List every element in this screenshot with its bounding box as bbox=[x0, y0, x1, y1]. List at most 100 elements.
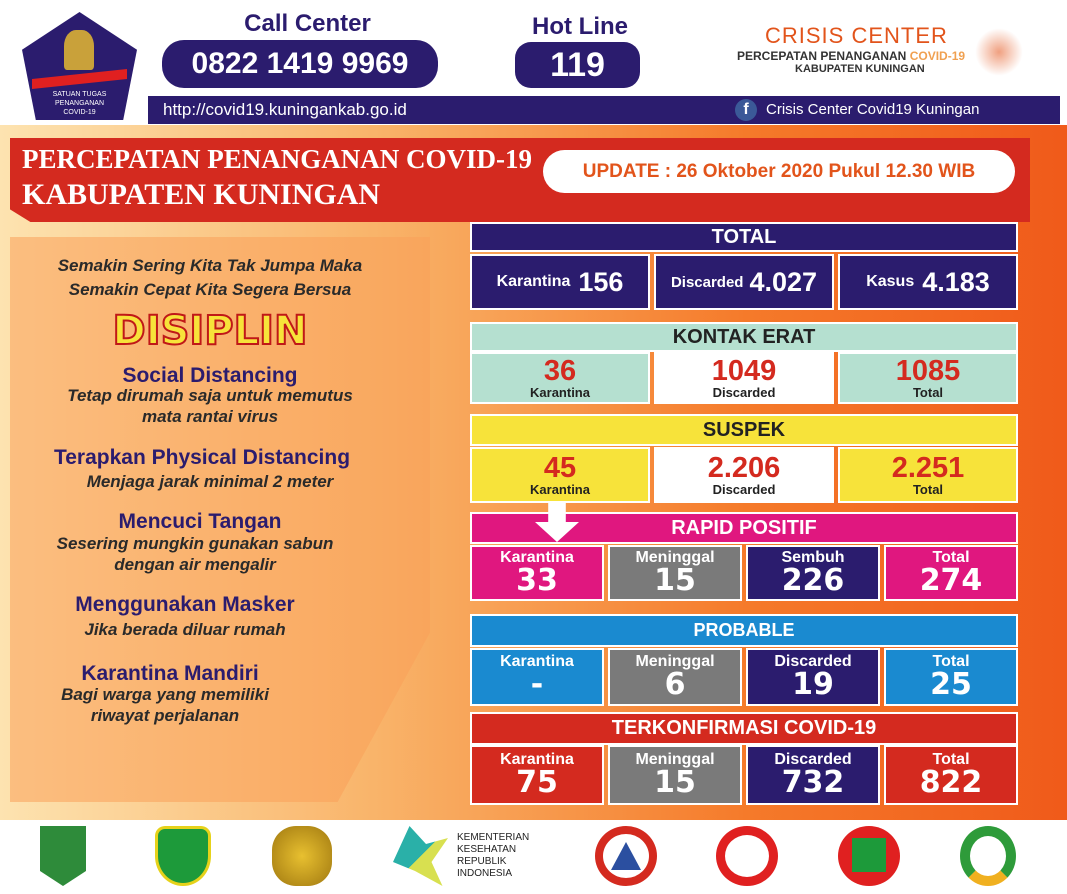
banner-title-2: KABUPATEN KUNINGAN bbox=[22, 178, 381, 211]
crisis-line1: PERCEPATAN PENANGANAN COVID-19 bbox=[737, 49, 965, 63]
konfirmasi-header: TERKONFIRMASI COVID-19 bbox=[470, 712, 1018, 745]
value: 822 bbox=[919, 765, 983, 800]
konfirmasi-karantina: Karantina 75 bbox=[470, 745, 604, 805]
hotline-number[interactable]: 119 bbox=[515, 42, 640, 88]
value: 4.183 bbox=[922, 266, 990, 297]
label: Discarded bbox=[774, 751, 852, 768]
suspek-row: 45 Karantina 2.206 Discarded 2.251 Total bbox=[470, 447, 1018, 503]
probable-karantina: Karantina - bbox=[470, 648, 604, 706]
rapid-meninggal: Meninggal 15 bbox=[608, 545, 742, 601]
kemenkes-line: REPUBLIK bbox=[457, 856, 507, 867]
label: Karantina bbox=[500, 751, 574, 768]
bnpb-logo bbox=[595, 826, 657, 886]
label: Karantina bbox=[530, 482, 590, 497]
polri-logo bbox=[272, 826, 332, 886]
value: 226 bbox=[781, 563, 845, 598]
tip-text: mata rantai virus bbox=[141, 407, 279, 426]
value: 4.027 bbox=[749, 266, 818, 297]
label: Karantina bbox=[500, 653, 574, 670]
label: Discarded bbox=[774, 653, 852, 670]
value: 25 bbox=[930, 667, 972, 702]
konfirmasi-row: Karantina 75 Meninggal 15 Discarded 732 Total 8… bbox=[470, 745, 1018, 805]
total-karantina: Karantina 156 bbox=[470, 254, 650, 310]
value: 156 bbox=[578, 266, 624, 297]
crisis-center-title: CRISIS CENTER bbox=[765, 23, 948, 48]
suspek-header: SUSPEK bbox=[470, 414, 1018, 446]
kontak_erat-total: 1085 Total bbox=[838, 352, 1018, 404]
slogan-1: Semakin Sering Kita Tak Jumpa Maka bbox=[57, 256, 363, 275]
hotline-label: Hot Line bbox=[532, 13, 628, 40]
crisis-line1a: PERCEPATAN PENANGANAN bbox=[737, 49, 910, 63]
kontak_erat-discarded: 1049 Discarded bbox=[654, 352, 834, 404]
url-bar: http://covid19.kuningankab.go.id f Crisi… bbox=[148, 96, 1060, 124]
kontak-erat-row: 36 Karantina 1049 Discarded 1085 Total bbox=[470, 352, 1018, 404]
value: 1049 bbox=[711, 355, 777, 387]
tips-panel bbox=[10, 237, 430, 802]
value: 2.251 bbox=[891, 452, 965, 484]
rapid-row: Karantina 33 Meninggal 15 Sembuh 226 Total 274 bbox=[470, 545, 1018, 601]
tip-text: Tetap dirumah saja untuk memutus bbox=[67, 386, 353, 405]
label: Sembuh bbox=[781, 549, 845, 566]
kemenkes-line: KEMENTERIAN bbox=[457, 832, 530, 843]
value: 15 bbox=[654, 765, 696, 800]
value: - bbox=[530, 667, 544, 702]
value: 1085 bbox=[895, 355, 961, 387]
value: 75 bbox=[516, 765, 558, 800]
probable-meninggal: Meninggal 6 bbox=[608, 648, 742, 706]
rapid-sembuh: Sembuh 226 bbox=[746, 545, 880, 601]
label: Total bbox=[932, 549, 970, 566]
total-header: TOTAL bbox=[470, 222, 1018, 252]
label: Meninggal bbox=[635, 653, 715, 670]
tip-text: riwayat perjalanan bbox=[90, 706, 240, 725]
probable-row: Karantina - Meninggal 6 Discarded 19 Total 25 bbox=[470, 648, 1018, 706]
value: 732 bbox=[781, 765, 845, 800]
tip-text: Sesering mungkin gunakan sabun bbox=[56, 534, 334, 553]
kemenkes-line: INDONESIA bbox=[457, 868, 513, 879]
label: Discarded bbox=[712, 482, 776, 497]
crisis-line2: KABUPATEN KUNINGAN bbox=[795, 63, 925, 75]
crisis-line1b: COVID-19 bbox=[909, 49, 966, 63]
kemenkes-line: KESEHATAN bbox=[457, 844, 517, 855]
rapid-karantina: Karantina 33 bbox=[470, 545, 604, 601]
label: Discarded bbox=[712, 385, 776, 400]
label: Total bbox=[912, 482, 944, 497]
facebook-link[interactable]: Crisis Center Covid19 Kuningan bbox=[766, 101, 980, 118]
tip-title: Menggunakan Masker bbox=[75, 593, 295, 616]
label: Karantina bbox=[500, 549, 574, 566]
ppni-logo bbox=[838, 826, 900, 886]
update-pill: UPDATE : 26 Oktober 2020 Pukul 12.30 WIB bbox=[543, 150, 1015, 193]
suspek-discarded: 2.206 Discarded bbox=[654, 447, 834, 503]
website-link[interactable]: http://covid19.kuningankab.go.id bbox=[163, 100, 407, 119]
siliwangi-logo bbox=[155, 826, 211, 886]
kontak_erat-karantina: 36 Karantina bbox=[470, 352, 650, 404]
virus-icon bbox=[975, 28, 1023, 76]
value: 19 bbox=[792, 667, 834, 702]
tip-title: Social Distancing bbox=[122, 364, 298, 387]
tip-text: Bagi warga yang memiliki bbox=[61, 685, 269, 704]
label: Total bbox=[932, 751, 970, 768]
total-discarded: Discarded 4.027 bbox=[654, 254, 834, 310]
kuningan-logo bbox=[40, 826, 86, 886]
call-center-label: Call Center bbox=[244, 10, 371, 37]
label: Karantina bbox=[496, 273, 571, 290]
value: 15 bbox=[654, 563, 696, 598]
tip-title: Karantina Mandiri bbox=[81, 662, 259, 685]
rapid-total: Total 274 bbox=[884, 545, 1018, 601]
rapid-header: RAPID POSITIF bbox=[470, 512, 1018, 544]
value: 33 bbox=[516, 563, 558, 598]
value: 2.206 bbox=[707, 452, 781, 484]
facebook-icon: f bbox=[735, 99, 757, 121]
kontak-erat-header: KONTAK ERAT bbox=[470, 322, 1018, 352]
konfirmasi-meninggal: Meninggal 15 bbox=[608, 745, 742, 805]
idi-logo bbox=[716, 826, 778, 886]
suspek-total: 2.251 Total bbox=[838, 447, 1018, 503]
label: Total bbox=[932, 653, 970, 670]
disiplin-heading: DISIPLIN bbox=[112, 307, 309, 355]
tip-title: Mencuci Tangan bbox=[118, 510, 282, 533]
value: 45 bbox=[543, 452, 577, 484]
konfirmasi-total: Total 822 bbox=[884, 745, 1018, 805]
label: Meninggal bbox=[635, 751, 715, 768]
label: Discarded bbox=[670, 273, 744, 291]
call-center-number[interactable]: 0822 1419 9969 bbox=[162, 40, 438, 88]
tip-text: Menjaga jarak minimal 2 meter bbox=[86, 472, 334, 491]
